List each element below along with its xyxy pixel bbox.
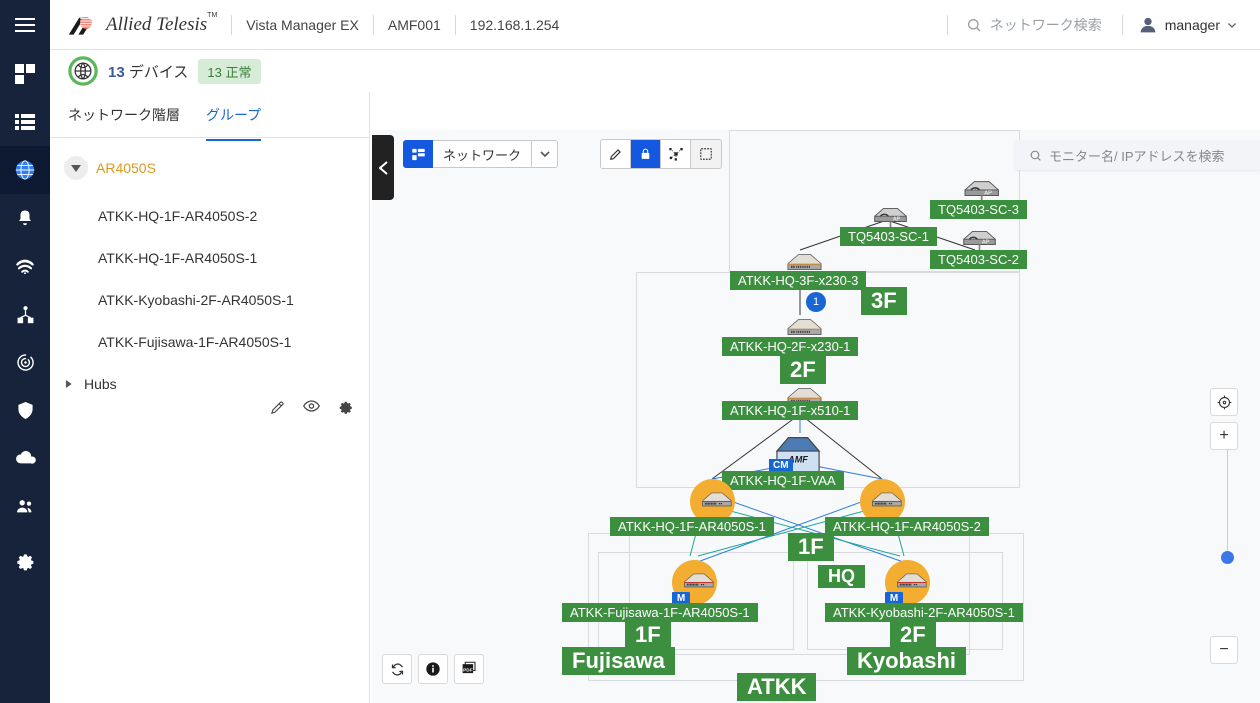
svg-text:PDF: PDF	[463, 667, 473, 673]
